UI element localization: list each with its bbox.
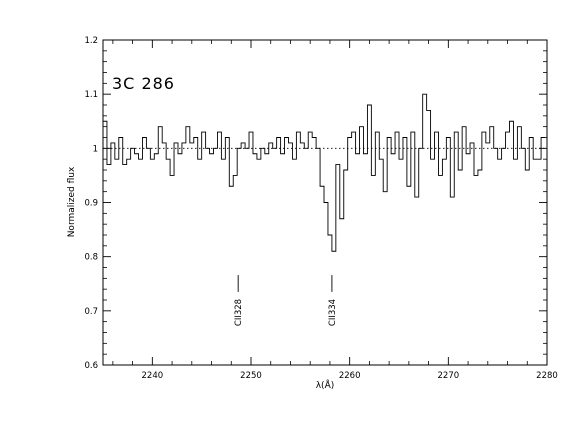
line-annotations: CII328 CII334: [234, 275, 338, 326]
spectrum-series-line: [103, 93, 546, 252]
y-tick-label: 1.2: [84, 36, 98, 46]
plot-frame: [102, 39, 548, 366]
annotation-label: CII328: [234, 299, 244, 326]
y-tick-label: 1: [93, 144, 98, 154]
y-tick-labels: 0.6 0.7 0.8 0.9 1 1.1 1.2: [84, 36, 98, 371]
x-axis-label: λ(Å): [316, 379, 335, 391]
y-axis-label: Normalized flux: [67, 166, 77, 237]
y-tick-label: 1.1: [84, 90, 98, 100]
y-tick-label: 0.8: [84, 253, 98, 263]
object-label: 3C 286: [112, 74, 175, 93]
x-tick-label: 2270: [438, 371, 460, 381]
x-tick-label: 2250: [240, 371, 262, 381]
x-tick-label: 2240: [142, 371, 164, 381]
x-tick-labels: 2240 2250 2260 2270 2280: [142, 371, 558, 381]
y-tick-label: 0.7: [84, 307, 98, 317]
y-tick-label: 0.9: [84, 199, 98, 209]
y-tick-label: 0.6: [84, 361, 98, 371]
x-tick-label: 2260: [339, 371, 361, 381]
x-tick-label: 2280: [536, 371, 558, 381]
annotation-label: CII334: [328, 299, 338, 326]
